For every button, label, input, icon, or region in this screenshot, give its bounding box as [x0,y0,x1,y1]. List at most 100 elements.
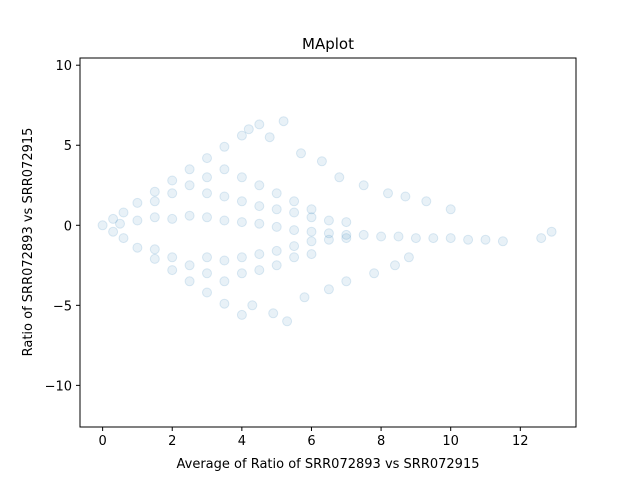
data-point [202,172,212,183]
data-point [296,148,306,159]
data-point [323,234,334,245]
data-point [202,188,212,199]
x-tick-label: 6 [307,434,315,449]
data-point [236,217,247,228]
data-point [184,210,195,221]
data-point [289,225,300,236]
data-point [167,265,178,276]
data-point [149,196,160,207]
data-point [149,244,160,255]
y-tick-label: −10 [45,379,72,394]
data-point [289,241,300,252]
data-point [254,201,265,212]
x-tick-label: 10 [442,434,459,449]
data-point [236,252,247,263]
data-point [254,265,265,276]
data-point [108,213,119,224]
data-point [376,231,387,242]
data-point [184,276,195,287]
data-point [97,220,108,231]
data-point [268,308,279,319]
data-point [445,204,456,215]
data-point [341,217,352,228]
data-point [323,228,334,239]
data-point [118,233,129,244]
data-point [271,260,282,271]
data-point [108,226,119,237]
x-ticks: 0 2 4 6 8 10 12 [98,427,529,449]
chart-title: MAplot [302,35,354,53]
x-axis-label: Average of Ratio of SRR072893 vs SRR0729… [177,457,480,472]
data-point [254,119,265,130]
data-point [278,116,289,127]
data-point [546,226,557,237]
data-point [247,300,258,311]
data-point [463,234,474,245]
data-point [390,260,400,271]
y-tick-label: 5 [64,139,72,154]
data-point [219,141,230,152]
x-tick-label: 12 [512,434,529,449]
y-tick-label: 0 [64,219,72,234]
x-tick-label: 4 [238,434,246,449]
y-ticks: −10 −5 0 5 10 [45,59,80,394]
data-point [202,287,212,298]
data-point [271,204,282,215]
data-point [383,188,393,199]
data-point [403,252,414,263]
data-point [132,215,143,226]
data-point [358,229,369,240]
data-point [299,292,310,303]
data-point [132,242,143,253]
data-point [236,172,247,183]
data-point [358,180,369,191]
data-point [167,252,178,263]
data-point [219,191,230,202]
data-point [282,316,293,327]
data-point [184,164,195,175]
data-point [271,245,282,256]
data-point [202,268,212,279]
data-point [115,218,125,229]
data-point [306,236,317,247]
data-point [306,226,317,237]
data-point [236,130,247,141]
data-point [393,231,404,242]
x-tick-label: 2 [168,434,176,449]
data-point [369,268,380,279]
data-point [149,212,160,223]
data-point [289,207,300,218]
data-point [400,191,411,202]
plot-frame [79,57,577,428]
x-tick-label: 0 [98,434,106,449]
data-point [254,218,265,229]
data-point [334,172,345,183]
data-point [306,249,317,260]
data-point [341,276,352,287]
data-point [421,196,432,207]
data-point [289,252,300,263]
data-point [219,255,230,266]
data-point [236,196,247,207]
data-point [167,175,178,186]
y-axis-label: Ratio of SRR072893 vs SRR072915 [21,128,36,357]
data-point [341,229,352,240]
data-point [289,196,300,207]
data-point [306,204,317,215]
data-point [167,188,178,199]
data-point [316,156,327,167]
data-point [236,268,247,279]
data-point [219,298,230,309]
data-point [219,215,230,226]
y-tick-label: −5 [53,299,72,314]
data-point [254,180,265,191]
data-point [536,233,547,244]
data-point [132,197,143,208]
data-point [184,180,195,191]
data-point [219,276,230,287]
data-point [149,253,160,264]
data-point [243,124,254,135]
